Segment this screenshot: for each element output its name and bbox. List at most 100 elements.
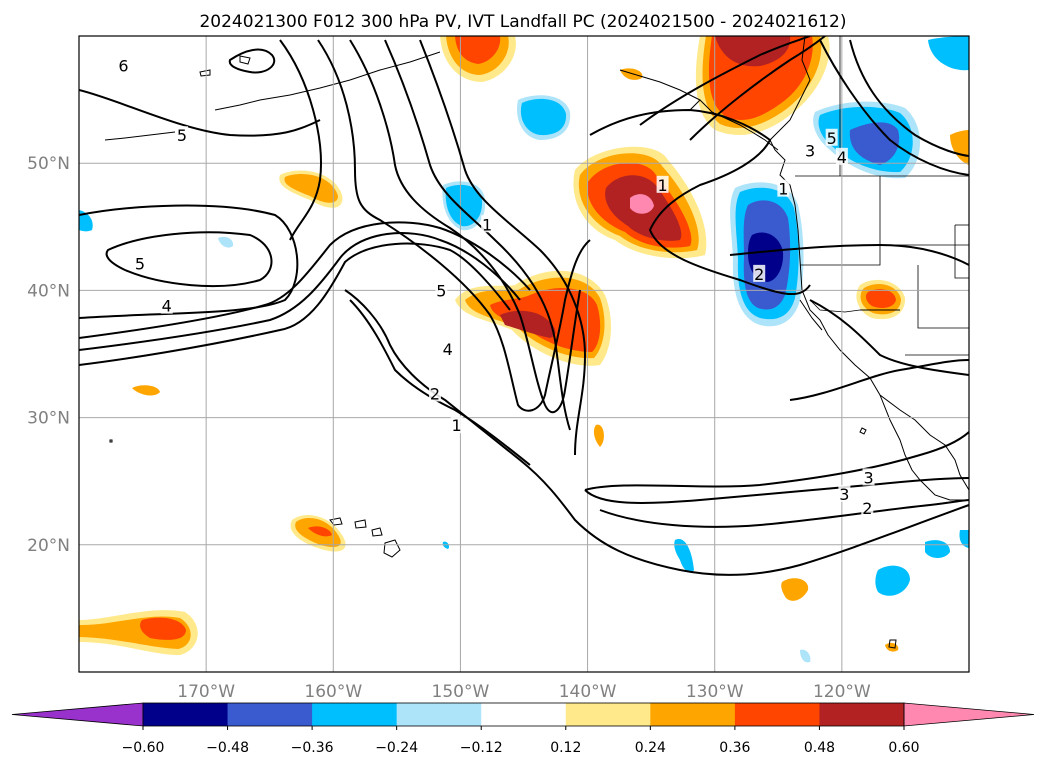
pv-contour-label: 5 xyxy=(135,255,145,274)
y-axis-ticks: 20°N 30°N 40°N 50°N xyxy=(27,154,70,556)
pv-contour-bc xyxy=(819,39,969,176)
x-tick-label: 120°W xyxy=(813,682,871,702)
x-tick-label: 130°W xyxy=(686,682,744,702)
pv-contour-label: 1 xyxy=(452,416,462,435)
pv-contour-trough-4 xyxy=(384,39,571,431)
colorbar-tick-label: 0.36 xyxy=(719,740,750,756)
pv-contour-label-bg xyxy=(429,384,441,402)
colorbar-tick-label: −0.12 xyxy=(460,740,503,756)
x-tick-label: 140°W xyxy=(559,682,617,702)
colorbar-tick-label: −0.60 xyxy=(122,740,165,756)
pv-contour-label: 4 xyxy=(162,297,172,316)
colorbar-segment xyxy=(565,703,651,726)
y-tick-label: 30°N xyxy=(27,409,70,429)
pv-contour-label: 6 xyxy=(118,56,128,75)
pv-contour-label-bg xyxy=(861,498,874,516)
chart-title: 2024021300 F012 300 hPa PV, IVT Landfall… xyxy=(199,12,846,32)
pv-contour-sub-2 xyxy=(789,359,969,401)
colorbar-extend-low xyxy=(11,702,144,727)
colorbar-tick-label: 0.12 xyxy=(550,740,581,756)
pv-contour-1-ridge xyxy=(79,242,511,366)
pv-contour-3-south-b xyxy=(584,477,969,504)
x-tick-label: 150°W xyxy=(432,682,490,702)
pv-contour-3-south xyxy=(584,431,969,491)
pv-contour-4-west xyxy=(79,204,299,319)
y-tick-label: 20°N xyxy=(27,536,70,556)
pv-contour-label: 1 xyxy=(657,176,667,195)
x-axis-ticks: 170°W 160°W 150°W 140°W 130°W 120°W xyxy=(177,682,871,702)
pv-contour-bc-2 xyxy=(849,39,969,157)
pv-contour-label-bg xyxy=(777,179,790,197)
pv-contour-label-bg xyxy=(753,264,766,282)
pv-contour-1-main xyxy=(344,289,969,576)
pv-contour-label: 5 xyxy=(177,126,187,145)
pv-contour-5-west xyxy=(105,231,273,288)
pv-contour-6 xyxy=(228,48,276,74)
colorbar: −0.60 −0.48 −0.36 −0.24 −0.12 0.12 0.24 0.36 0.4… xyxy=(11,702,1035,756)
pv-contour-label: 5 xyxy=(827,129,837,148)
pv-contour-label: 5 xyxy=(436,281,446,300)
pv-contour-trough-3 xyxy=(349,39,581,414)
pv-contour-label-bg xyxy=(481,215,494,233)
pv-contour-sub-1 xyxy=(809,299,969,376)
colorbar-segment xyxy=(481,703,567,726)
pv-contour-trough-1 xyxy=(279,39,322,241)
pv-contour-label-bg xyxy=(134,254,147,272)
colorbar-segment xyxy=(396,703,482,726)
colorbar-tick-label: −0.36 xyxy=(291,740,334,756)
pv-contour-label: 2 xyxy=(430,384,440,403)
pv-contour-label: 2 xyxy=(862,499,872,518)
pv-contour-label: 2 xyxy=(754,265,764,284)
pv-contour-label: 4 xyxy=(837,148,847,167)
colorbar-tick-label: −0.48 xyxy=(206,740,249,756)
colorbar-tick-label: 0.48 xyxy=(804,740,835,756)
pv-contour-2-main xyxy=(349,299,531,466)
pv-contour-label-bg xyxy=(450,416,463,434)
pv-contour-label: 3 xyxy=(839,485,849,504)
colorbar-segment xyxy=(819,703,905,726)
pv-contour-label-bg xyxy=(835,147,848,165)
pv-contour-label-bg xyxy=(441,339,454,357)
pv-contour-label-bg xyxy=(656,175,669,193)
x-tick-label: 170°W xyxy=(177,682,235,702)
y-tick-label: 50°N xyxy=(27,154,70,174)
pv-contour-label-bg xyxy=(838,484,851,502)
y-tick-label: 40°N xyxy=(27,281,70,301)
colorbar-tick-label: 0.24 xyxy=(635,740,666,756)
colorbar-segment xyxy=(227,703,313,726)
colorbar-frame xyxy=(142,702,905,727)
pv-contour-label-bg xyxy=(825,128,838,146)
pv-contour-label: 4 xyxy=(443,340,453,359)
pv-contour-label-bg xyxy=(175,126,188,144)
pv-contour-label: 3 xyxy=(863,468,873,487)
map-frame xyxy=(78,35,970,673)
islands xyxy=(109,55,897,649)
pv-contour-label-bg xyxy=(435,281,448,299)
pv-contour-2-west-us xyxy=(729,243,969,266)
colorbar-extend-high xyxy=(903,702,1035,727)
pv-contour-2-south xyxy=(599,499,969,528)
x-tick-label: 160°W xyxy=(304,682,362,702)
colorbar-segment xyxy=(734,703,820,726)
pv-contour-trough-2 xyxy=(317,39,591,412)
pv-contours xyxy=(79,36,969,576)
colorbar-segment xyxy=(650,703,736,726)
map-grid xyxy=(79,36,969,672)
pv-contour-2-ne xyxy=(639,36,811,126)
pv-contour-label: 1 xyxy=(778,180,788,199)
pv-contour-label-bg xyxy=(117,56,130,74)
pv-contour-label: 1 xyxy=(482,215,492,234)
pv-contour-5-north xyxy=(79,89,321,137)
pv-contour-label-bg xyxy=(862,468,875,486)
colorbar-tick-label: 0.60 xyxy=(888,740,919,756)
colorbar-segment xyxy=(312,703,398,726)
pv-contour-2-ridge xyxy=(79,232,521,351)
pv-contour-label-bg xyxy=(804,141,817,159)
pv-contour-label: 3 xyxy=(805,141,815,160)
pv-contour-trough-5 xyxy=(419,39,587,456)
colorbar-tick-label: −0.24 xyxy=(375,740,418,756)
